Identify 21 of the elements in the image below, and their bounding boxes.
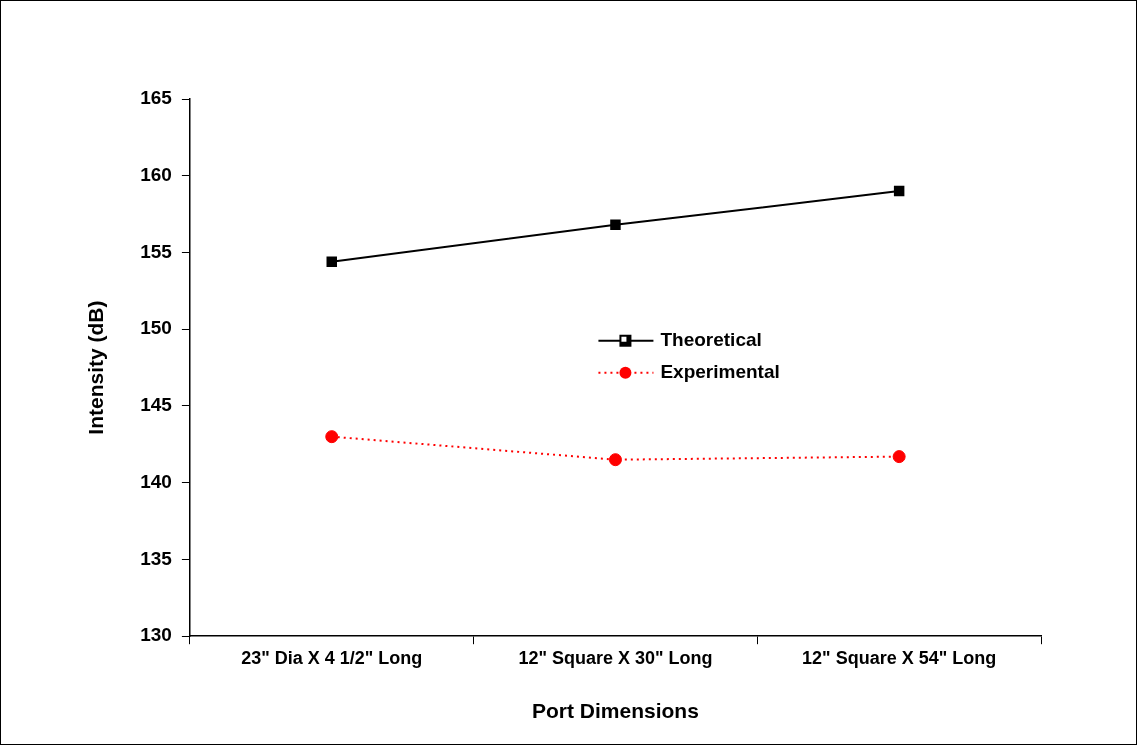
legend-label: Experimental — [660, 360, 780, 382]
y-tick-label: 130 — [140, 624, 172, 646]
y-tick-label: 150 — [140, 317, 172, 339]
legend-label: Theoretical — [660, 328, 762, 350]
y-tick-label: 155 — [140, 240, 173, 262]
y-axis-title: Intensity (dB) — [84, 300, 108, 435]
x-tick-label: 12" Square X 30" Long — [518, 647, 713, 668]
y-tick-label: 140 — [140, 470, 172, 492]
y-tick-label: 145 — [140, 394, 173, 416]
y-tick-label: 165 — [140, 87, 173, 109]
x-tick-label: 12" Square X 54" Long — [802, 647, 997, 668]
point — [325, 430, 339, 444]
point — [326, 256, 337, 267]
x-tick-label: 23" Dia X 4 1/2" Long — [241, 647, 423, 668]
y-tick-label: 160 — [140, 163, 172, 185]
y-tick-label: 135 — [140, 547, 173, 569]
point — [610, 219, 621, 231]
point — [892, 450, 906, 464]
point — [608, 453, 622, 467]
x-axis-title: Port Dimensions — [532, 699, 699, 723]
point — [893, 185, 905, 197]
